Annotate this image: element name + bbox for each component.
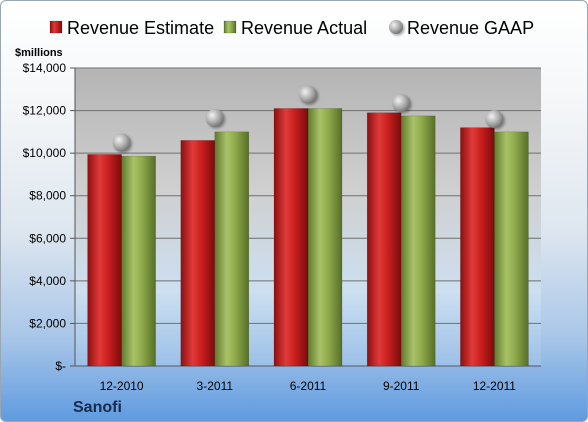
revenue-actual-bar — [121, 155, 156, 367]
legend-label: Revenue Actual — [241, 18, 367, 38]
y-tick-label: $8,000 — [29, 189, 66, 203]
legend-label: Revenue Estimate — [67, 18, 214, 38]
gaap-markers — [112, 85, 504, 152]
revenue-estimate-bar — [460, 127, 495, 367]
revenue-gaap-marker — [205, 109, 224, 128]
revenue-estimate-bar — [366, 112, 402, 367]
x-axis-ticks: 12-2010 3-2011 6-2011 9-2011 12-2011 — [100, 379, 517, 393]
revenue-actual-bar — [307, 108, 343, 367]
revenue-estimate-bar — [180, 140, 216, 367]
revenue-estimate-legend-swatch — [49, 20, 63, 34]
y-tick-label: $10,000 — [23, 146, 67, 160]
revenue-actual-bar — [494, 131, 529, 367]
y-tick-label: $6,000 — [29, 231, 66, 245]
x-tick-label: 12-2011 — [473, 379, 516, 393]
y-tick-label: $12,000 — [23, 104, 67, 118]
y-axis-ticks: $- $2,000 $4,000 $6,000 $8,000 $10,000 $12,000… — [23, 61, 541, 373]
legend: Revenue Estimate Revenue Actual Revenue GA… — [49, 18, 534, 38]
revenue-estimate-bar — [87, 154, 122, 367]
x-tick-label: 3-2011 — [197, 379, 234, 393]
revenue-actual-bar — [214, 131, 250, 367]
revenue-gaap-marker — [112, 133, 131, 152]
x-tick-label: 9-2011 — [383, 379, 420, 393]
unit-label: $millions — [15, 47, 63, 59]
revenue-actual-legend-swatch — [223, 20, 237, 34]
bars — [87, 108, 529, 367]
legend-label: Revenue GAAP — [407, 18, 534, 38]
revenue-gaap-marker — [299, 85, 317, 104]
revenue-actual-bar — [400, 115, 436, 367]
company-name: Sanofi — [73, 399, 122, 416]
revenue-gaap-marker — [485, 110, 504, 129]
y-tick-label: $4,000 — [29, 274, 66, 288]
x-tick-label: 6-2011 — [290, 379, 327, 393]
y-tick-label: $2,000 — [29, 316, 66, 330]
x-tick-label: 12-2010 — [100, 379, 144, 393]
y-tick-label: $- — [55, 359, 66, 373]
revenue-gaap-marker — [392, 94, 411, 113]
revenue-gaap-legend-swatch — [389, 20, 403, 34]
revenue-estimate-bar — [273, 108, 309, 367]
y-tick-label: $14,000 — [23, 61, 67, 75]
